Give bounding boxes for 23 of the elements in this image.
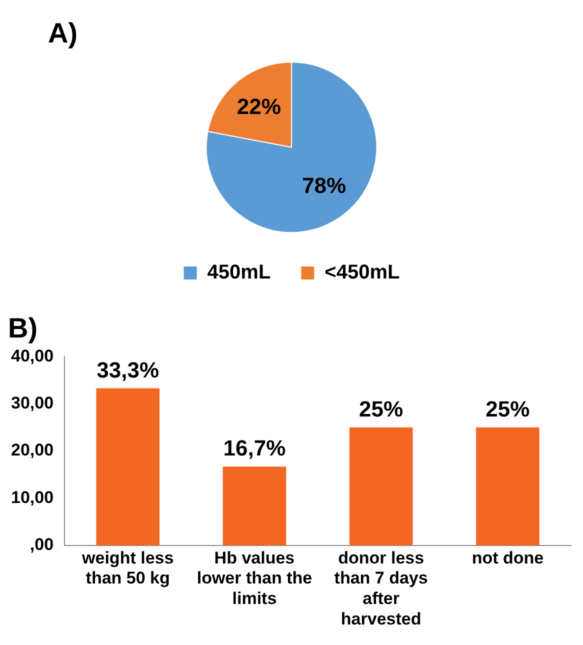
chart-title: A) <box>48 18 78 49</box>
data-label: 33,3% <box>96 357 160 382</box>
bar <box>222 466 286 546</box>
legend-label: 450mL <box>207 262 271 284</box>
data-label: 78% <box>302 172 346 198</box>
y-tick-label: 10,00 <box>10 488 54 507</box>
data-label: 22% <box>236 94 281 119</box>
x-tick-label: donor less than 7 days after harvested <box>334 548 428 628</box>
chart-title: B) <box>8 312 38 344</box>
y-tick-label: 30,00 <box>10 393 54 412</box>
bar <box>476 427 540 546</box>
bar <box>96 388 160 546</box>
y-tick-label: ,00 <box>30 535 54 554</box>
y-tick-label: 20,00 <box>10 440 54 460</box>
data-label: 16,7% <box>223 436 286 461</box>
x-tick-label: not done <box>472 548 544 568</box>
data-label: 25% <box>359 396 404 422</box>
y-tick-label: 40,00 <box>10 346 54 366</box>
data-label: 25% <box>486 396 530 422</box>
x-tick-label: Hb values lower than the limits <box>196 548 312 608</box>
bar <box>349 427 413 546</box>
legend-label: <450mL <box>324 262 400 284</box>
x-tick-label: weight less than 50 kg <box>81 548 174 588</box>
